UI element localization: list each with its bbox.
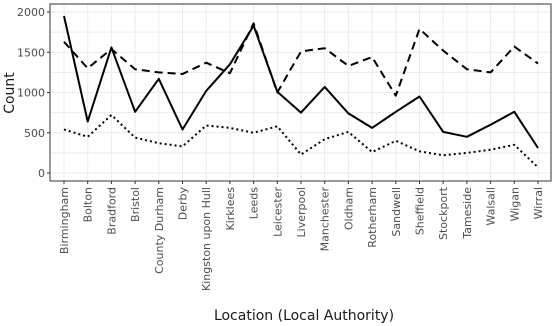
x-tick-label: Bristol: [129, 187, 142, 222]
y-tick-label: 500: [24, 127, 45, 140]
x-tick-label: Oldham: [342, 187, 355, 230]
y-axis-title: Count: [2, 72, 18, 114]
x-tick-label: Tameside: [461, 187, 474, 240]
x-axis-title: Location (Local Authority): [214, 308, 394, 324]
series-group: [63, 15, 539, 169]
x-tick-label: Kingston upon Hull: [200, 187, 213, 291]
x-axis: Birmingham Bolton Bradford Bristol County Du…: [58, 181, 545, 291]
x-tick-label: County Durham: [153, 187, 166, 274]
series-line-solid: [63, 15, 539, 149]
x-tick-label: Wigan: [508, 187, 521, 221]
x-tick-label: Leicester: [271, 187, 284, 237]
x-tick-label: Bradford: [105, 187, 118, 235]
y-tick-label: 1500: [17, 46, 45, 59]
x-tick-label: Sheffield: [414, 187, 427, 235]
y-tick-label: 2000: [17, 6, 45, 19]
x-tick-label: Stockport: [437, 186, 450, 240]
x-tick-label: Kirklees: [224, 187, 237, 231]
x-tick-label: Walsall: [485, 187, 498, 226]
grid-lines: [50, 4, 551, 181]
x-tick-label: Manchester: [319, 187, 332, 252]
x-tick-label: Wirral: [532, 187, 545, 219]
series-line-dotted: [63, 114, 539, 169]
y-tick-label: 0: [38, 167, 45, 180]
x-tick-label: Leeds: [248, 187, 261, 219]
y-tick-label: 1000: [17, 87, 45, 100]
x-tick-label: Derby: [177, 187, 190, 221]
x-tick-label: Rotherham: [366, 187, 379, 248]
x-tick-label: Liverpool: [295, 187, 308, 237]
x-tick-label: Birmingham: [58, 187, 71, 254]
x-tick-label: Bolton: [82, 187, 95, 222]
y-axis: 0 500 1000 1500 2000: [17, 6, 50, 180]
series-line-dashed: [63, 22, 539, 97]
x-tick-label: Sandwell: [390, 187, 403, 237]
